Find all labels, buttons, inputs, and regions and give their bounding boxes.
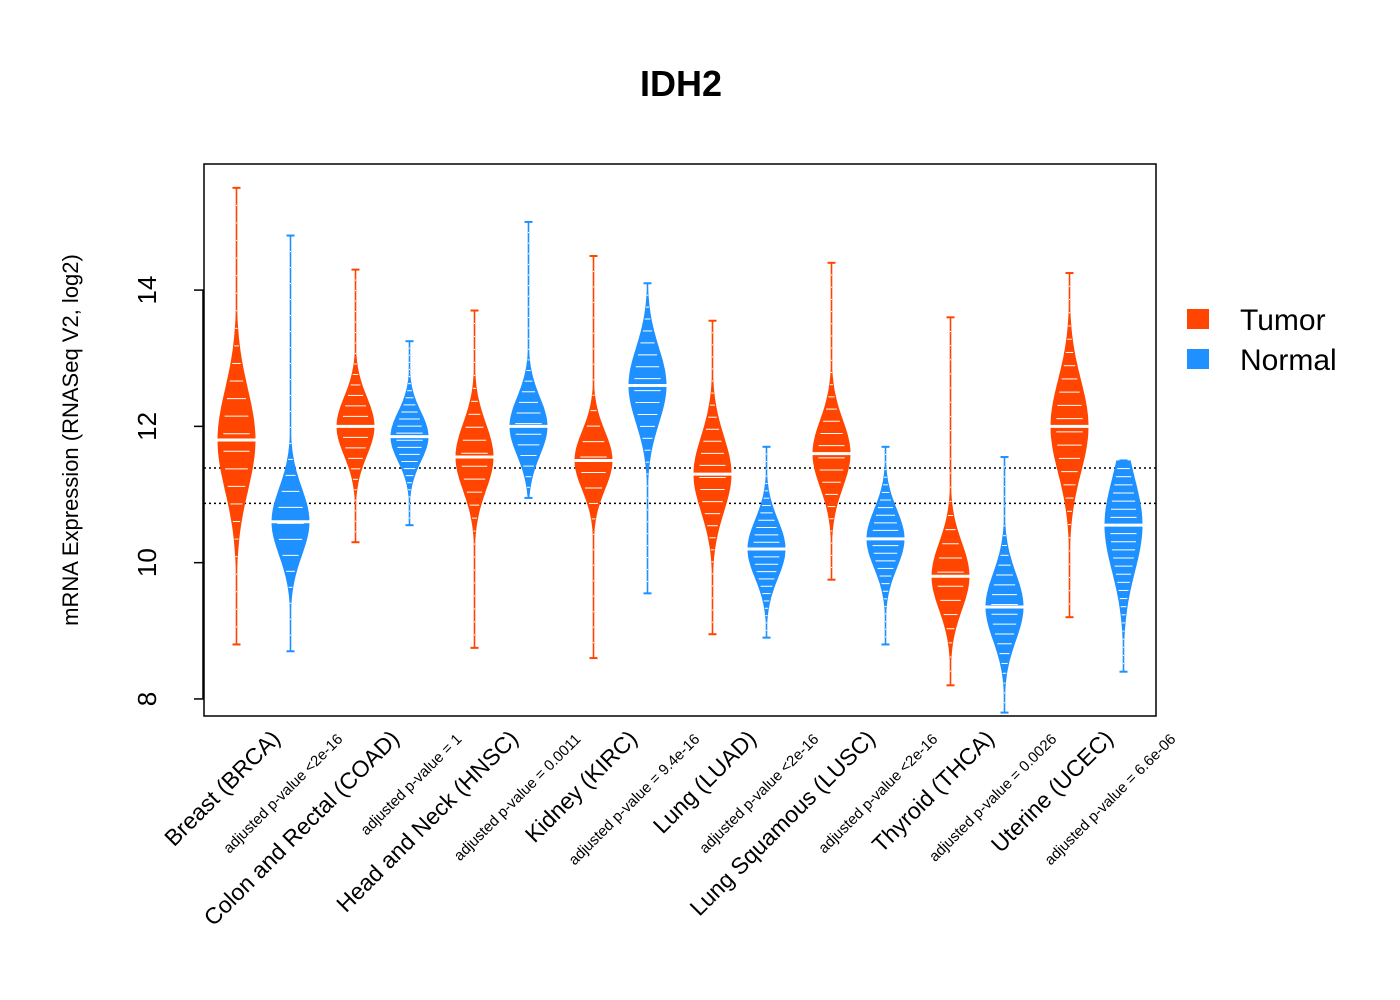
legend-swatch xyxy=(1187,349,1209,369)
y-tick-label: 14 xyxy=(132,276,162,305)
bean-normal-4 xyxy=(628,282,667,595)
bean-normal-7 xyxy=(985,456,1024,714)
bean-sample-lines xyxy=(515,232,542,488)
bean-sample-lines xyxy=(223,204,250,628)
y-tick-label: 12 xyxy=(132,412,162,441)
plot-area xyxy=(204,186,1156,714)
bean-tumor-7 xyxy=(931,316,970,687)
x-tick-label: Lung (LUAD) xyxy=(648,725,761,838)
bean-sample-lines xyxy=(1056,285,1083,605)
y-axis-label: mRNA Expression (RNASeq V2, log2) xyxy=(58,254,83,626)
x-axis-labels: Breast (BRCA)adjusted p-value <2e-16Colo… xyxy=(159,725,1179,930)
bean-sample-lines xyxy=(396,347,423,519)
chart-title: IDH2 xyxy=(640,63,722,104)
bean-sample-lines xyxy=(580,270,607,644)
bean-normal-8 xyxy=(1104,459,1143,673)
bean-sample-lines xyxy=(699,332,726,623)
bean-sample-lines xyxy=(872,453,899,638)
bean-sample-lines xyxy=(937,330,964,672)
bean-tumor-3 xyxy=(455,309,494,649)
bean-sample-lines xyxy=(461,322,488,636)
x-tick-label: Breast (BRCA) xyxy=(159,725,285,851)
bean-normal-3 xyxy=(509,220,548,499)
bean-normal-6 xyxy=(866,445,905,646)
bean-sample-lines xyxy=(1110,468,1137,665)
y-axis: 8 10 12 14 xyxy=(132,276,204,706)
y-tick-label: 8 xyxy=(132,692,162,706)
legend: Tumor Normal xyxy=(1187,304,1337,377)
p-value-label: adjusted p-value = 6.6e-06 xyxy=(1041,731,1179,869)
y-tick-label: 10 xyxy=(132,548,162,577)
bean-tumor-5 xyxy=(693,319,732,636)
legend-label: Tumor xyxy=(1240,304,1326,337)
bean-sample-lines xyxy=(991,466,1018,704)
bean-tumor-8 xyxy=(1050,272,1089,619)
bean-sample-lines xyxy=(277,251,304,636)
bean-sample-lines xyxy=(818,274,845,569)
bean-normal-1 xyxy=(271,234,310,653)
bean-tumor-2 xyxy=(336,268,375,544)
bean-tumor-6 xyxy=(812,261,851,581)
legend-swatch xyxy=(1187,309,1209,329)
bean-normal-2 xyxy=(390,340,429,527)
bean-sample-lines xyxy=(634,294,661,582)
bean-normal-5 xyxy=(747,445,786,639)
bean-tumor-4 xyxy=(574,255,613,660)
plot-frame xyxy=(203,163,1157,717)
legend-label: Normal xyxy=(1240,344,1337,377)
bean-tumor-1 xyxy=(217,186,256,646)
